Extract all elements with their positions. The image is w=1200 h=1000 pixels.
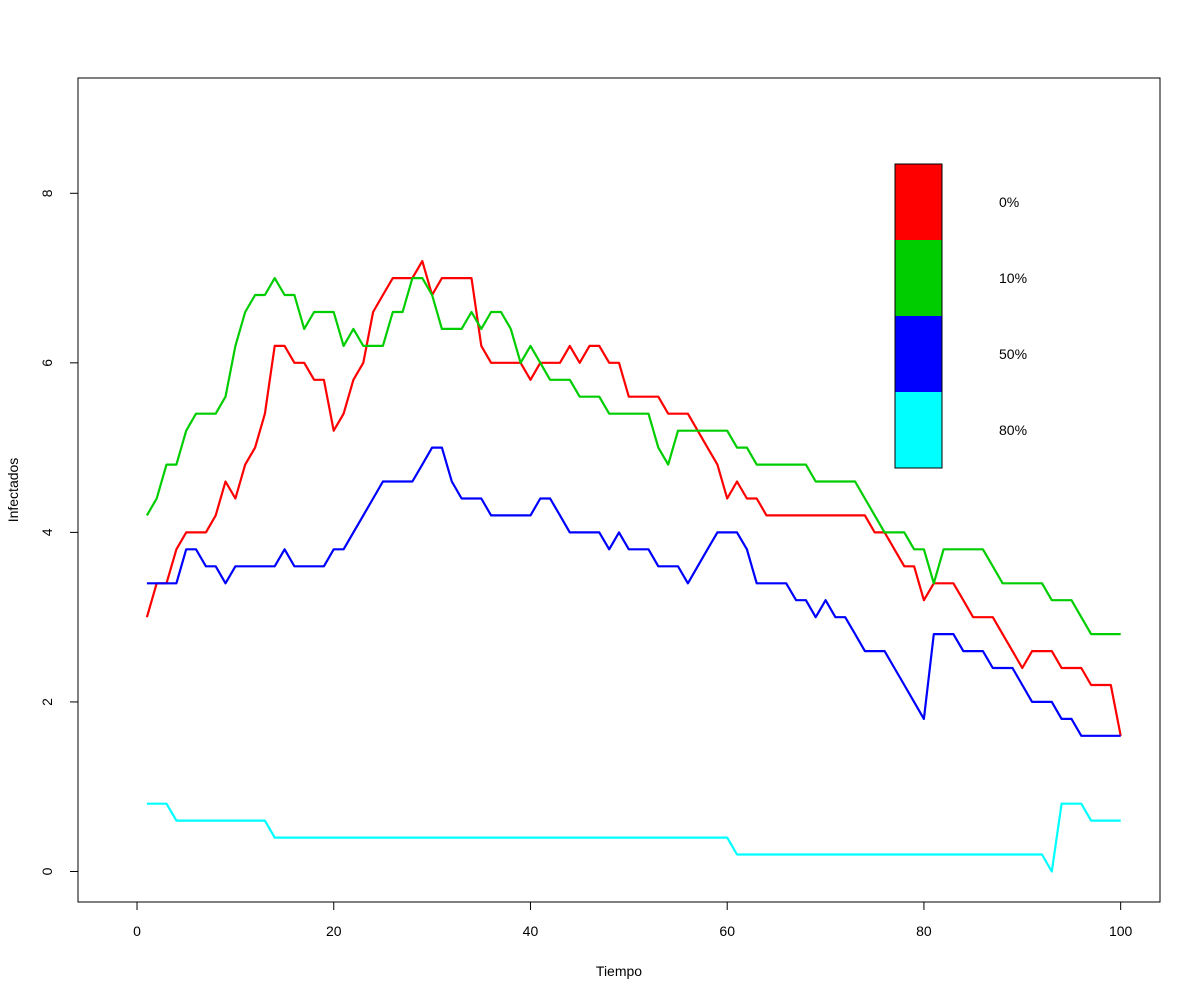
legend-swatch [895, 164, 942, 240]
x-tick-label: 100 [1109, 923, 1133, 939]
x-axis-label: Tiempo [596, 963, 642, 979]
x-axis: 0 20 40 60 80 100 [133, 901, 1133, 939]
x-tick-label: 80 [916, 923, 932, 939]
legend-swatch [895, 316, 942, 392]
series-line-2 [146, 446, 1121, 737]
y-tick-label: 8 [39, 189, 55, 197]
x-tick-label: 0 [133, 923, 141, 939]
y-tick-label: 4 [39, 528, 55, 536]
legend-swatch [895, 392, 942, 468]
y-axis-label: Infectados [5, 458, 21, 523]
legend-label: 50% [999, 346, 1027, 362]
legend-label: 0% [999, 194, 1019, 210]
series-line-1 [145, 277, 1121, 636]
plot-frame [77, 77, 1161, 903]
legend-swatch [895, 240, 942, 316]
x-tick-label: 20 [326, 923, 342, 939]
legend: 0% 10% 50% 80% [894, 163, 1027, 469]
series-line-3 [146, 802, 1121, 873]
x-tick-label: 60 [719, 923, 735, 939]
x-tick-label: 40 [523, 923, 539, 939]
y-axis: 0 2 4 6 8 [39, 189, 79, 875]
legend-label: 10% [999, 270, 1027, 286]
legend-label: 80% [999, 422, 1027, 438]
legend-border [894, 163, 943, 469]
y-tick-label: 0 [39, 867, 55, 875]
series-line-0 [145, 260, 1122, 737]
y-tick-label: 6 [39, 359, 55, 367]
series-lines [145, 260, 1122, 873]
y-tick-label: 2 [39, 698, 55, 706]
